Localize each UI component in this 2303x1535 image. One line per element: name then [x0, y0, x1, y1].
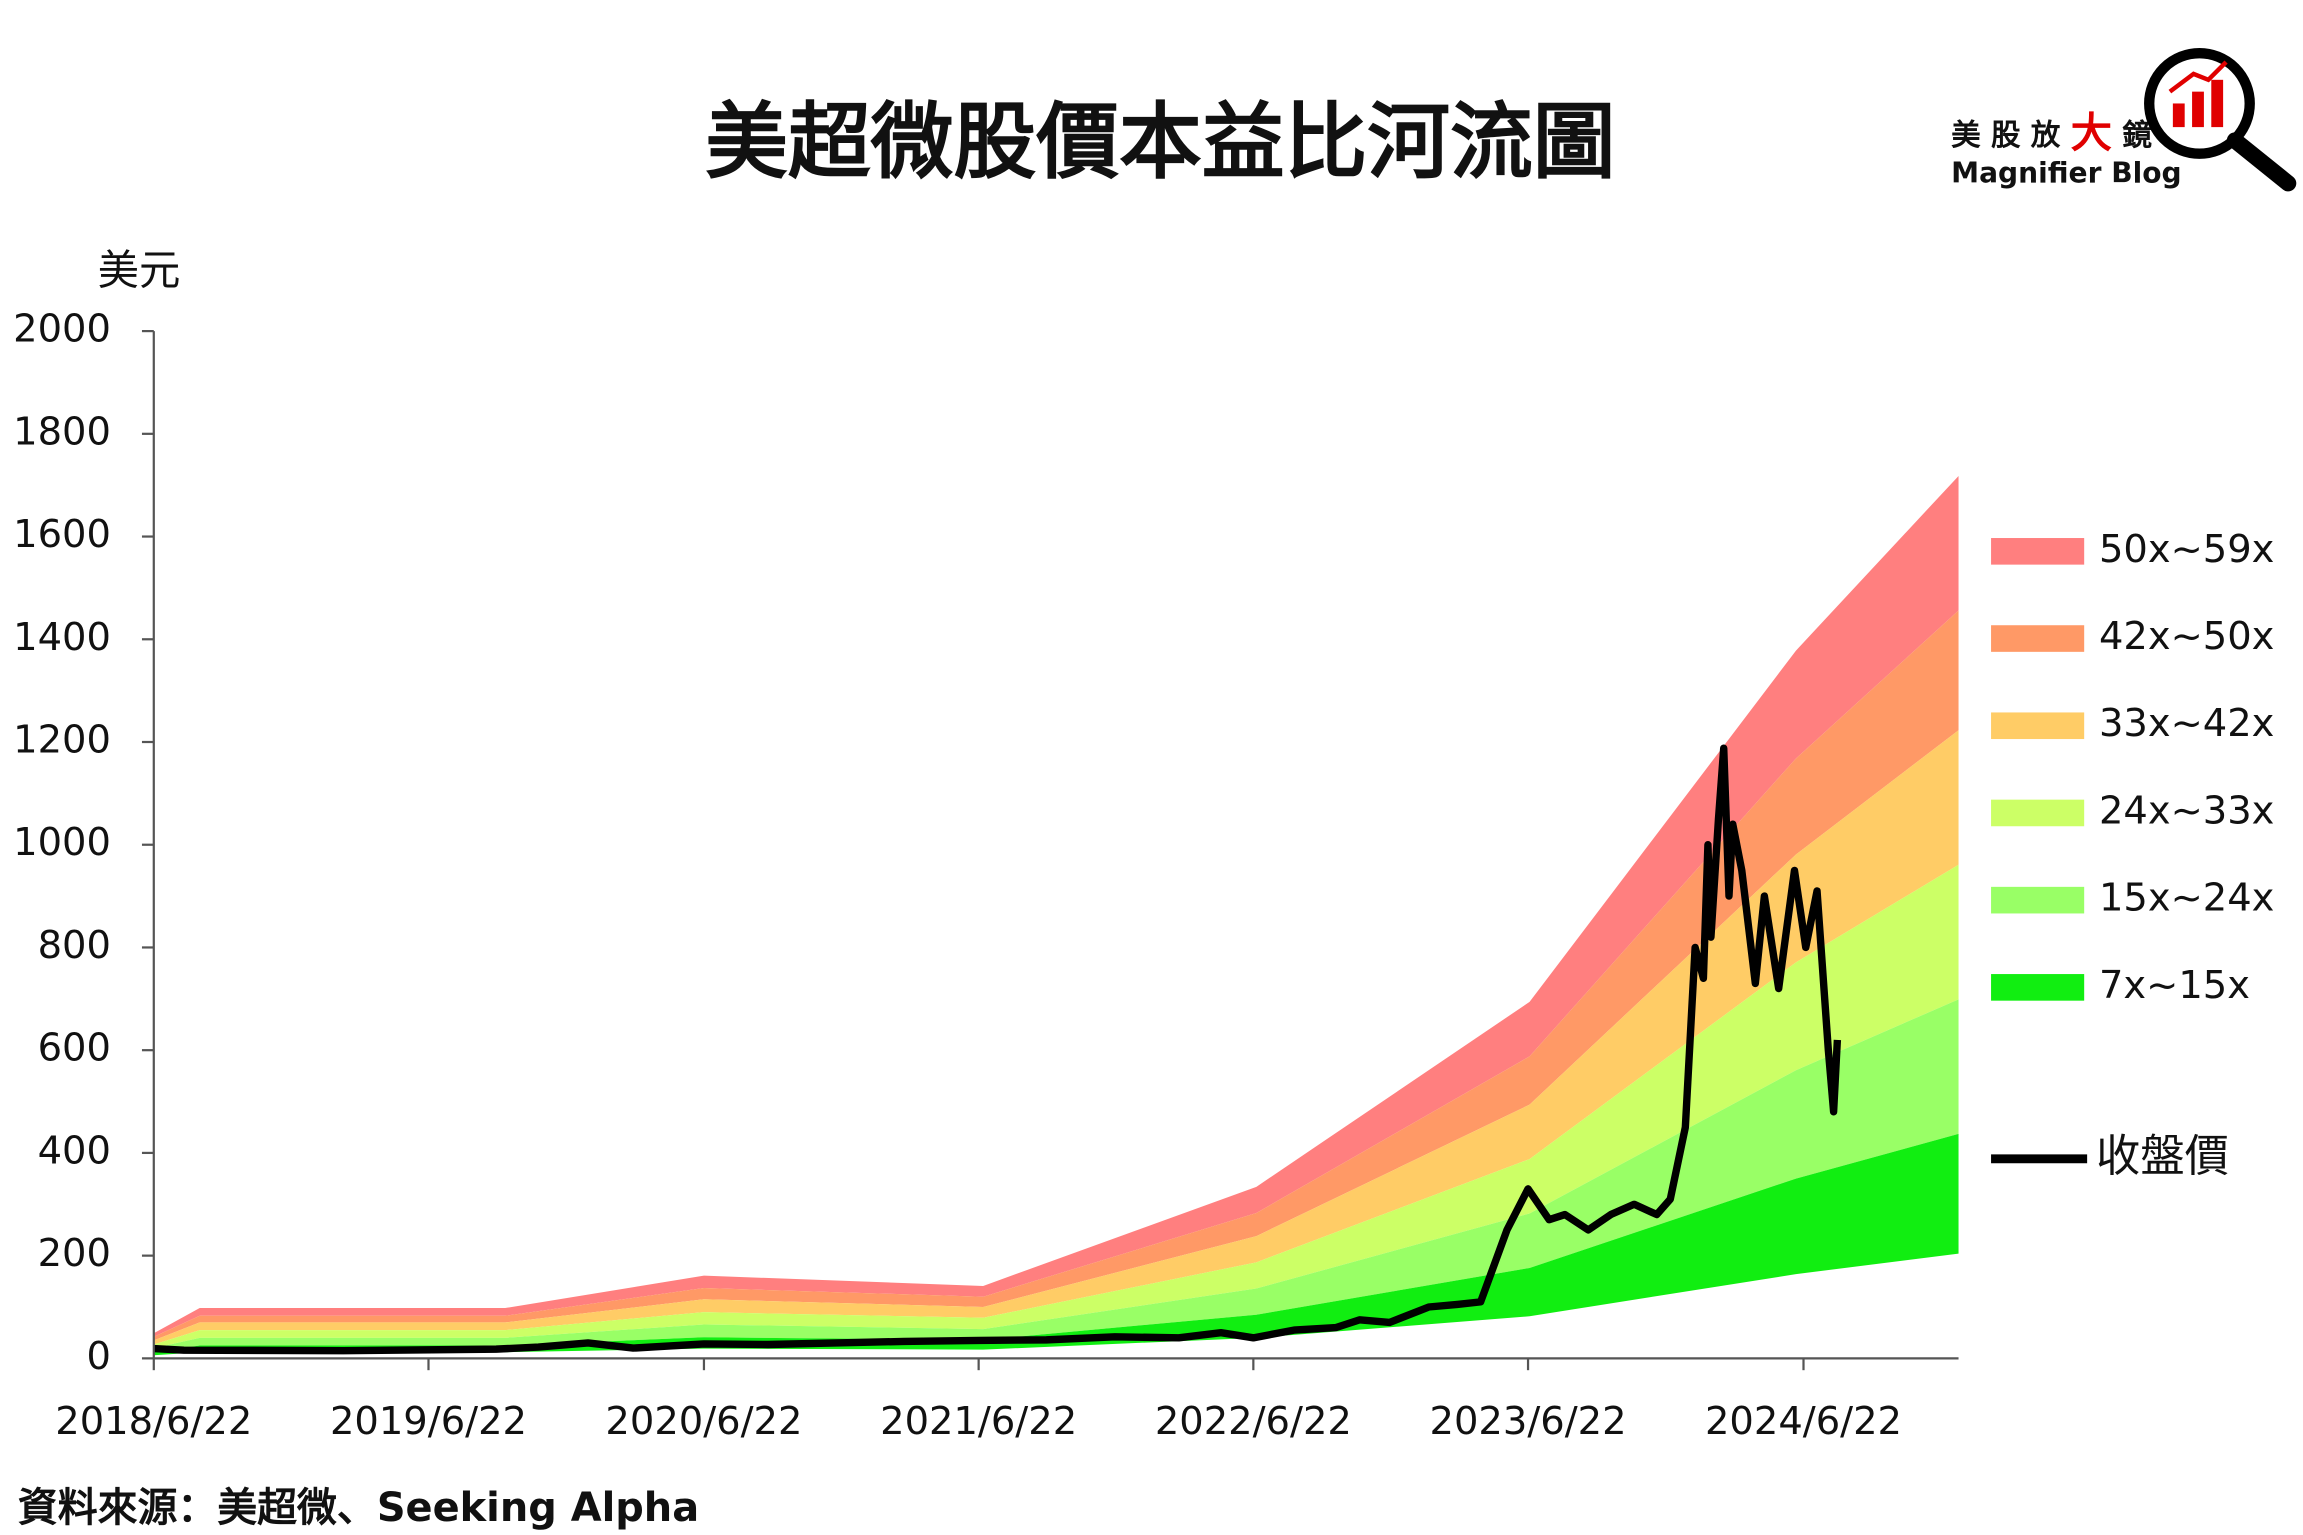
legend-swatch [1991, 538, 2085, 565]
y-tick-label: 1400 [13, 615, 111, 660]
legend-swatch [1991, 625, 2085, 652]
logo-arrow [2168, 60, 2228, 94]
logo-bar [2211, 79, 2224, 128]
legend-label: 7x~15x [2099, 963, 2250, 1008]
y-tick-label: 1800 [13, 409, 111, 454]
y-tick-label: 0 [86, 1334, 110, 1379]
legend-label: 50x~59x [2099, 527, 2274, 572]
logo-cn-part: 美 股 放 [1951, 117, 2071, 151]
legend-label: 收盤價 [2096, 1131, 2229, 1182]
y-tick-label: 1000 [13, 820, 111, 865]
river-band [153, 999, 1959, 1353]
y-tick-label: 1600 [13, 512, 111, 557]
logo: 美 股 放 大 鏡 Magnifier Blog [1951, 48, 2297, 192]
y-tick-label: 1200 [13, 718, 111, 763]
legend-label: 42x~50x [2099, 614, 2274, 659]
price-line [153, 744, 1842, 1355]
logo-cn-part: 鏡 [2112, 117, 2152, 151]
y-tick-label: 800 [38, 923, 111, 968]
legend-label: 15x~24x [2099, 876, 2274, 921]
y-tick-label: 400 [38, 1128, 111, 1173]
x-tick-label: 2021/6/22 [880, 1399, 1077, 1444]
x-tick-label: 2019/6/22 [330, 1399, 527, 1444]
source-note: 資料來源：美超微、Seeking Alpha [18, 1485, 699, 1531]
logo-cn-part: 大 [2071, 109, 2112, 157]
x-tick-label: 2023/6/22 [1430, 1399, 1627, 1444]
logo-en: Magnifier Blog [1951, 156, 2181, 189]
x-tick-label: 2022/6/22 [1155, 1399, 1352, 1444]
y-tick-label: 200 [38, 1231, 111, 1276]
logo-cn: 美 股 放 大 鏡 [1951, 109, 2152, 157]
y-tick-label: 2000 [13, 307, 111, 352]
logo-bar [2192, 91, 2204, 128]
logo-bar [2172, 103, 2185, 128]
x-tick-label: 2020/6/22 [605, 1399, 802, 1444]
river-band [153, 1133, 1959, 1356]
x-tick-label: 2018/6/22 [55, 1399, 252, 1444]
plot-area: 50x~59x 42x~50x 33x~42x 24x~33x 15x~24x 7x~15… [153, 475, 2274, 1356]
logo-handle [2226, 132, 2297, 192]
x-tick-label: 2024/6/22 [1705, 1399, 1902, 1444]
y-tick-label: 600 [38, 1026, 111, 1071]
legend-swatch [1991, 974, 2085, 1001]
legend-label: 33x~42x [2099, 701, 2274, 746]
legend-label: 24x~33x [2099, 788, 2274, 833]
legend-swatch [1991, 886, 2085, 914]
legend-swatch [1991, 712, 2085, 740]
legend-swatch [1991, 799, 2085, 827]
chart-title: 美超微股價本益比河流圖 [705, 93, 1615, 190]
y-axis-label: 美元 [98, 246, 181, 294]
